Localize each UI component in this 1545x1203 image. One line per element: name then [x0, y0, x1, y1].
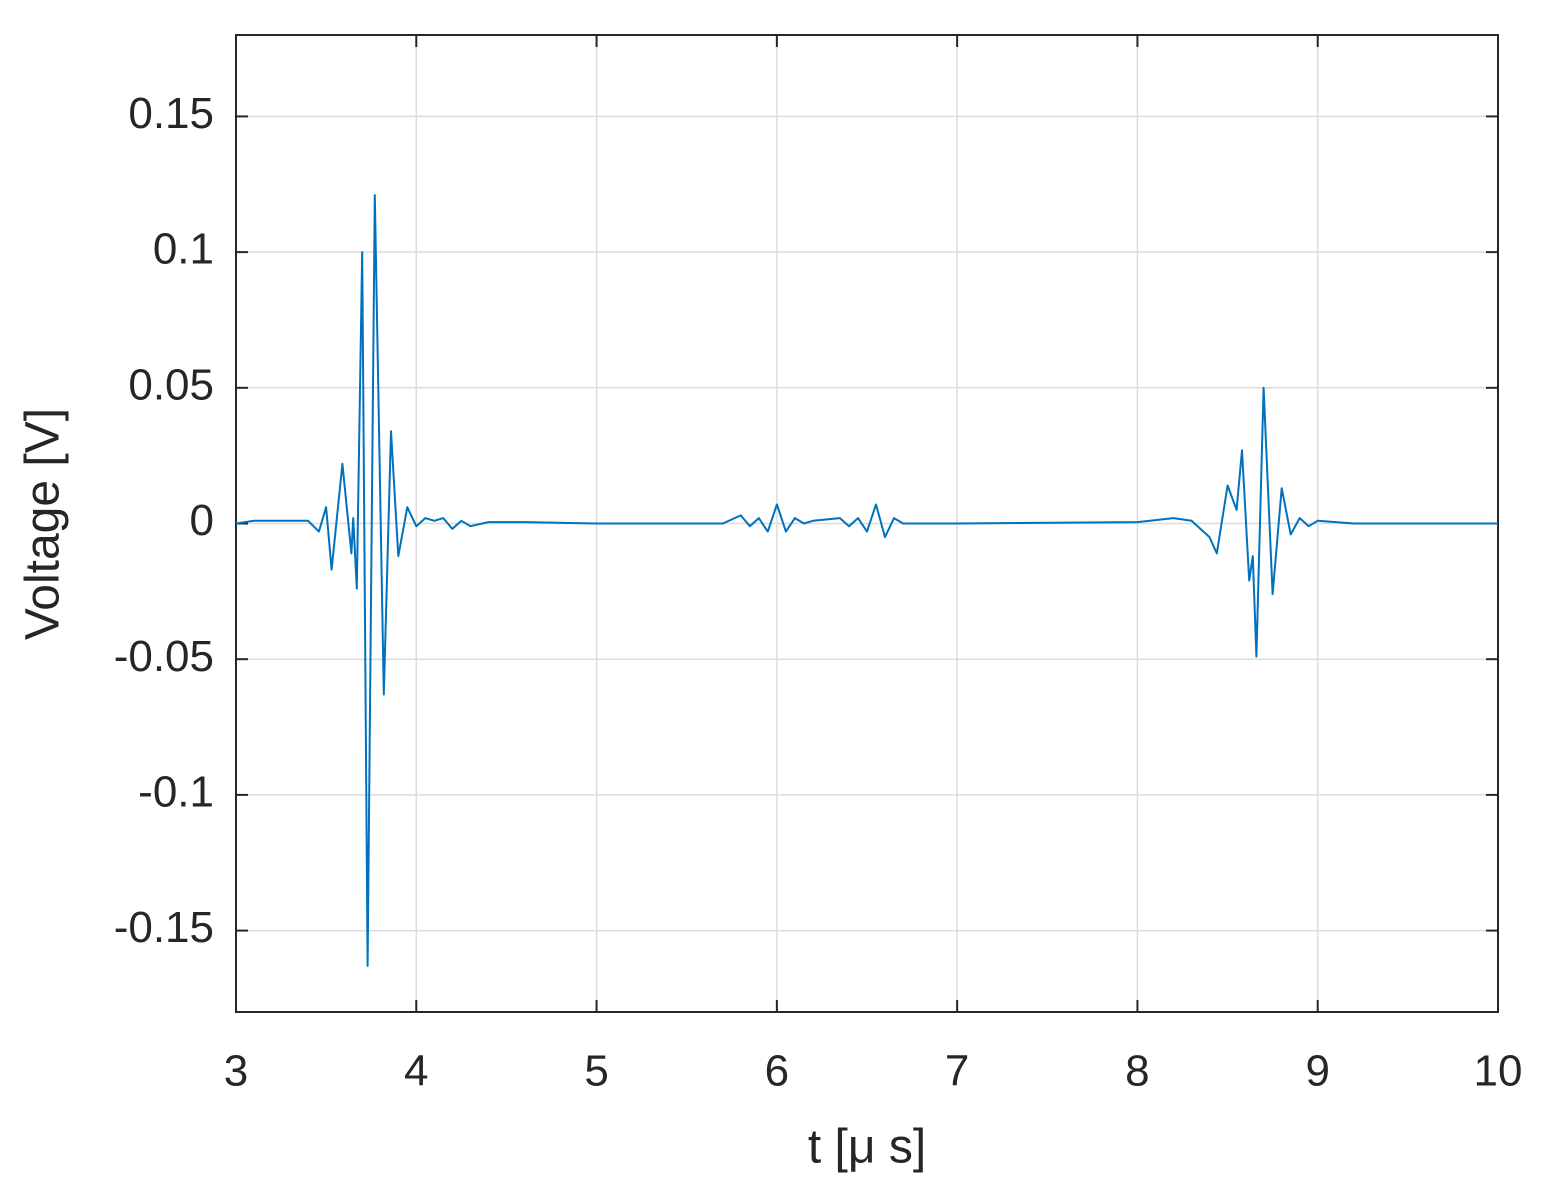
- x-tick-label: 4: [404, 1047, 428, 1096]
- y-tick-label: -0.15: [114, 903, 214, 952]
- x-tick-label: 10: [1474, 1047, 1523, 1096]
- signal-line: [235, 194, 1498, 967]
- y-tick-label: 0.15: [128, 89, 214, 138]
- y-tick-label: 0: [190, 496, 214, 545]
- y-tick-label: 0.1: [153, 225, 214, 274]
- x-tick-label: 7: [945, 1047, 969, 1096]
- x-tick-label: 9: [1305, 1047, 1329, 1096]
- x-axis-label: t [μ s]: [808, 1121, 926, 1174]
- y-tick-label: -0.05: [114, 632, 214, 681]
- x-tick-label: 6: [765, 1047, 789, 1096]
- y-axis-label: Voltage [V]: [17, 408, 70, 640]
- x-tick-label: 3: [224, 1047, 248, 1096]
- x-tick-label: 5: [584, 1047, 608, 1096]
- y-tick-label: 0.05: [128, 360, 214, 409]
- x-tick-label: 8: [1125, 1047, 1149, 1096]
- y-tick-label: -0.1: [138, 768, 214, 817]
